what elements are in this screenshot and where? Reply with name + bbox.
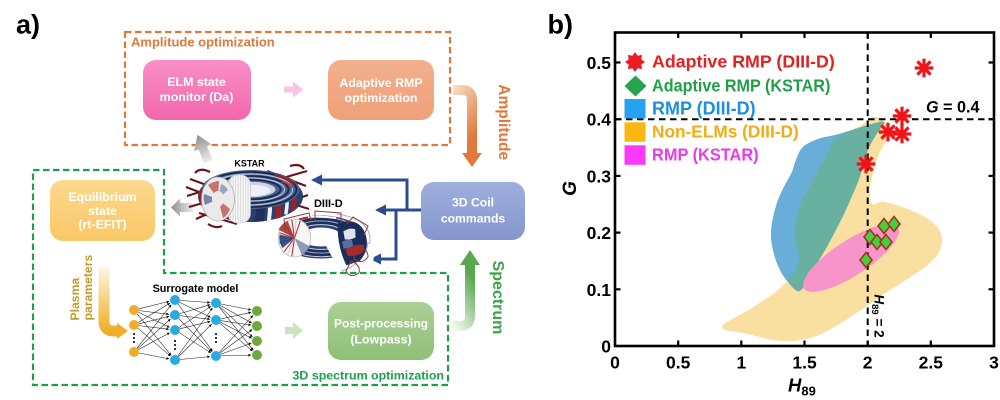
svg-text:Post-processing: Post-processing bbox=[334, 317, 428, 331]
svg-text:Amplitude optimization: Amplitude optimization bbox=[131, 35, 275, 50]
svg-text:RMP (KSTAR): RMP (KSTAR) bbox=[652, 144, 759, 165]
svg-text:KSTAR: KSTAR bbox=[234, 158, 265, 168]
svg-text:H89 = 2: H89 = 2 bbox=[869, 294, 887, 337]
svg-text:2.5: 2.5 bbox=[919, 352, 944, 372]
svg-text:1: 1 bbox=[736, 352, 746, 372]
svg-text:optimization: optimization bbox=[345, 91, 418, 105]
svg-text:0.1: 0.1 bbox=[587, 280, 612, 300]
svg-text:b): b) bbox=[548, 10, 573, 40]
svg-text:2: 2 bbox=[863, 352, 873, 372]
svg-text:3: 3 bbox=[989, 352, 999, 372]
svg-text:G = 0.4: G = 0.4 bbox=[926, 99, 980, 117]
svg-text:0.5: 0.5 bbox=[666, 352, 691, 372]
svg-text:DIII-D: DIII-D bbox=[314, 198, 343, 210]
svg-text:parameters: parameters bbox=[81, 255, 95, 321]
svg-text:Non-ELMs (DIII-D): Non-ELMs (DIII-D) bbox=[652, 121, 799, 141]
svg-text:ELM state: ELM state bbox=[167, 75, 226, 89]
svg-text:0.4: 0.4 bbox=[587, 110, 612, 130]
svg-text:monitor (Da): monitor (Da) bbox=[160, 90, 234, 104]
svg-text:0.3: 0.3 bbox=[587, 166, 612, 186]
svg-text:0.5: 0.5 bbox=[587, 53, 612, 73]
svg-text:RMP (DIII-D): RMP (DIII-D) bbox=[652, 98, 756, 118]
svg-text:3D Coil: 3D Coil bbox=[452, 195, 494, 209]
svg-text:0.2: 0.2 bbox=[587, 223, 612, 243]
svg-text:(Lowpass): (Lowpass) bbox=[350, 333, 411, 347]
svg-text:Adaptive RMP: Adaptive RMP bbox=[339, 76, 422, 90]
svg-text:Equilibrium: Equilibrium bbox=[68, 190, 136, 204]
svg-text:Amplitude: Amplitude bbox=[495, 84, 512, 160]
svg-text:Plasma: Plasma bbox=[68, 278, 82, 321]
svg-text:state: state bbox=[88, 204, 117, 218]
svg-text:Surrogate model: Surrogate model bbox=[153, 283, 239, 295]
svg-text:commands: commands bbox=[441, 211, 506, 225]
svg-text:3D spectrum optimization: 3D spectrum optimization bbox=[293, 369, 444, 383]
svg-text:Adaptive RMP (KSTAR): Adaptive RMP (KSTAR) bbox=[652, 76, 830, 96]
svg-text:Adaptive RMP (DIII-D): Adaptive RMP (DIII-D) bbox=[652, 51, 835, 71]
svg-text:(rt-EFIT): (rt-EFIT) bbox=[78, 218, 126, 232]
svg-text:H89: H89 bbox=[788, 375, 816, 399]
svg-text:0: 0 bbox=[601, 337, 611, 357]
svg-text:a): a) bbox=[16, 10, 40, 40]
svg-text:Spectrum: Spectrum bbox=[489, 261, 506, 335]
svg-text:0: 0 bbox=[610, 352, 620, 372]
svg-text:1.5: 1.5 bbox=[792, 352, 817, 372]
svg-text:G: G bbox=[560, 181, 581, 196]
